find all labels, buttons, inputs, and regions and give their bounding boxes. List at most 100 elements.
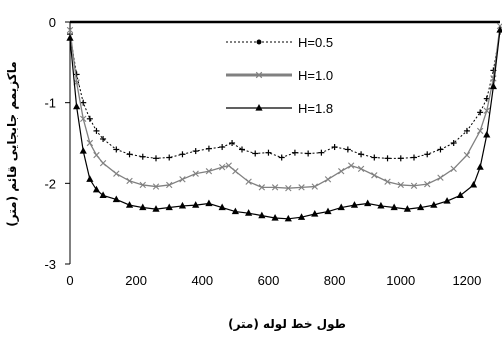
data-point xyxy=(153,155,159,162)
data-point xyxy=(437,174,444,181)
data-point xyxy=(456,191,464,199)
data-point xyxy=(232,168,239,175)
data-point xyxy=(86,175,94,182)
data-point xyxy=(350,201,359,208)
data-point xyxy=(113,170,120,177)
y-tick-label: 0 xyxy=(49,15,56,30)
data-point xyxy=(166,154,173,161)
data-point xyxy=(311,183,318,190)
data-point xyxy=(469,180,478,188)
data-point xyxy=(384,178,391,185)
data-point xyxy=(225,162,232,169)
data-point xyxy=(403,205,411,212)
legend-label: H=1.8 xyxy=(298,101,333,116)
data-point xyxy=(126,151,133,158)
data-point xyxy=(112,195,120,203)
data-point xyxy=(477,109,484,116)
data-point xyxy=(476,163,484,170)
data-point xyxy=(86,139,94,147)
legend-swatch-marker xyxy=(255,104,263,111)
data-point xyxy=(192,201,200,208)
data-point xyxy=(463,127,470,134)
data-point xyxy=(284,214,292,222)
data-point xyxy=(205,145,212,152)
data-point xyxy=(483,107,490,114)
data-point xyxy=(410,182,418,189)
data-point xyxy=(347,162,355,169)
series-line xyxy=(69,31,501,159)
data-point xyxy=(297,213,306,220)
series-line xyxy=(69,30,501,220)
data-point xyxy=(205,199,213,207)
data-point xyxy=(245,209,253,216)
data-point xyxy=(371,172,378,179)
data-point xyxy=(298,184,305,191)
y-tick-label: -3 xyxy=(44,257,56,272)
data-point xyxy=(179,151,186,158)
data-point xyxy=(165,203,173,211)
data-point xyxy=(324,176,332,183)
data-point xyxy=(139,203,147,211)
y-tick-label: -1 xyxy=(44,96,56,111)
data-point xyxy=(192,170,199,177)
data-point xyxy=(252,150,259,157)
data-point xyxy=(450,140,457,146)
x-tick-label: 0 xyxy=(66,273,73,288)
data-point xyxy=(489,82,497,90)
x-tick-label: 200 xyxy=(125,273,147,288)
data-point xyxy=(245,178,252,185)
data-point xyxy=(79,147,87,154)
data-point xyxy=(99,159,107,167)
series-1 xyxy=(67,28,502,162)
data-point xyxy=(357,165,365,173)
y-tick-label: -2 xyxy=(44,176,56,191)
data-point xyxy=(278,154,285,161)
data-point xyxy=(364,199,372,207)
x-tick-label: 1200 xyxy=(452,273,481,288)
data-point xyxy=(463,151,471,159)
data-point xyxy=(271,214,279,221)
data-point xyxy=(205,168,213,175)
data-point xyxy=(179,176,186,183)
data-point xyxy=(450,165,457,173)
data-point xyxy=(113,146,120,153)
data-point xyxy=(80,99,87,106)
data-point xyxy=(229,140,236,146)
legend-item: H=0.5 xyxy=(226,35,333,50)
data-point xyxy=(496,26,502,33)
data-point xyxy=(437,146,444,153)
data-point xyxy=(92,185,101,193)
data-point xyxy=(344,146,351,153)
data-point xyxy=(318,149,325,156)
series-layer xyxy=(66,22,502,222)
data-point xyxy=(311,209,319,217)
data-point xyxy=(126,177,133,185)
x-tick-label: 400 xyxy=(191,273,213,288)
data-point xyxy=(178,201,187,209)
y-axis-title: ماکزیمم جابجایی قائم (متر) xyxy=(5,61,19,226)
data-point xyxy=(139,153,146,160)
data-point xyxy=(338,168,345,175)
data-point xyxy=(424,180,431,188)
x-tick-label: 1000 xyxy=(386,273,415,288)
data-point xyxy=(291,149,298,156)
data-point xyxy=(73,71,80,78)
data-point xyxy=(443,197,451,204)
data-point xyxy=(86,115,93,122)
data-point xyxy=(192,148,199,155)
legend-label: H=1.0 xyxy=(298,68,333,83)
data-point xyxy=(337,203,345,211)
data-point xyxy=(384,155,391,162)
data-point xyxy=(358,151,365,158)
data-point xyxy=(265,149,272,156)
data-point xyxy=(271,184,279,191)
data-point xyxy=(258,184,266,191)
data-point xyxy=(218,203,226,211)
legend-label: H=0.5 xyxy=(298,35,333,50)
data-point xyxy=(239,146,245,153)
data-point xyxy=(99,191,107,199)
data-point xyxy=(476,127,484,135)
data-point xyxy=(139,181,146,189)
series-line xyxy=(69,25,501,189)
